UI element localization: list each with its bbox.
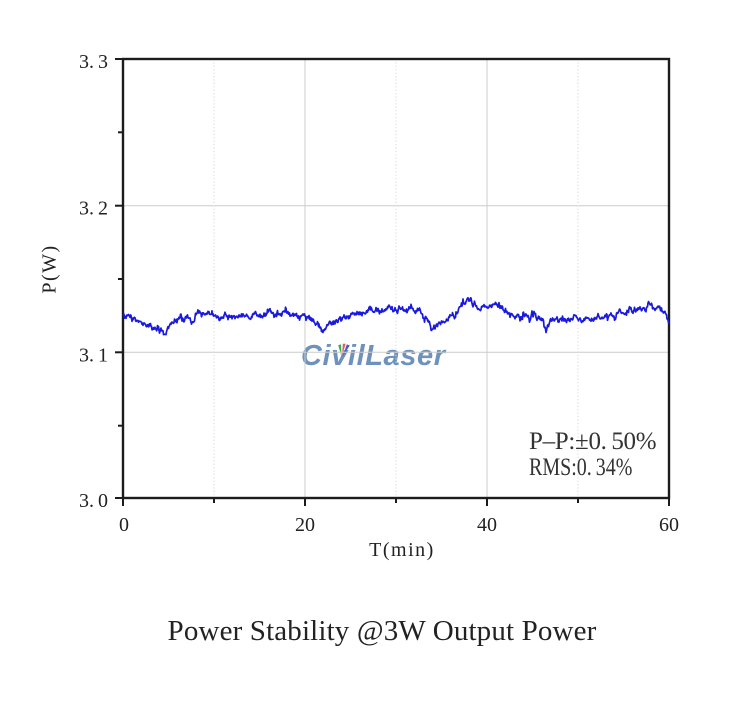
svg-text:3. 1: 3. 1 (79, 344, 108, 366)
svg-text:P(W): P(W) (39, 244, 61, 293)
svg-text:P–P:±0. 50%: P–P:±0. 50% (529, 428, 656, 455)
svg-text:3. 3: 3. 3 (79, 51, 108, 73)
svg-text:T(min): T(min) (369, 539, 435, 561)
svg-text:3. 0: 3. 0 (79, 490, 108, 512)
svg-text:40: 40 (477, 514, 497, 536)
svg-text:Power Stability @3W Output Pow: Power Stability @3W Output Power (168, 615, 597, 647)
svg-text:20: 20 (295, 514, 315, 536)
svg-text:CivilLaser: CivilLaser (301, 340, 447, 372)
svg-text:60: 60 (659, 514, 679, 536)
svg-text:0: 0 (119, 514, 129, 536)
svg-text:RMS:0. 34%: RMS:0. 34% (529, 453, 633, 481)
svg-text:3. 2: 3. 2 (79, 198, 108, 220)
